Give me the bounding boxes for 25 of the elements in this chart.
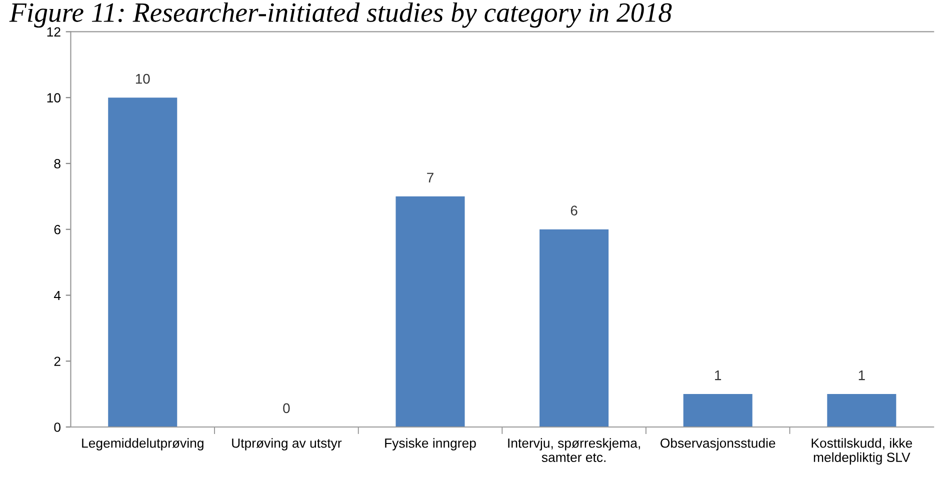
data-label: 7 xyxy=(427,172,434,182)
bar xyxy=(540,229,609,427)
x-tick-label: Fysiske inngrep xyxy=(385,438,476,450)
data-label: 0 xyxy=(283,403,290,414)
data-label: 6 xyxy=(570,206,578,216)
y-tick-label: 4 xyxy=(54,290,61,300)
x-tick-label: Legemiddelutprøving xyxy=(82,438,204,450)
x-tick-label: Kosttilskudd, ikke meldepliktig SLV xyxy=(812,438,912,465)
x-tick-label: Intervju, spørreskjema, samter etc. xyxy=(508,438,640,462)
y-tick-label: 6 xyxy=(54,224,60,234)
bar xyxy=(827,394,896,427)
y-tick-label: 0 xyxy=(54,422,60,432)
data-label: 1 xyxy=(715,370,722,380)
bar xyxy=(108,98,178,427)
bar xyxy=(683,394,752,427)
data-label: 10 xyxy=(136,74,150,84)
bar xyxy=(396,196,465,427)
y-tick-label: 8 xyxy=(54,159,60,168)
y-tick-label: 10 xyxy=(47,93,60,103)
x-tick-label: Utprøving av utstyr xyxy=(232,438,342,450)
data-label: 1 xyxy=(858,370,865,380)
y-tick-label: 2 xyxy=(54,356,60,366)
chart-title: Figure 11: Researcher-initiated studies by category in 2018 xyxy=(9,2,672,28)
y-tick-label: 12 xyxy=(47,27,60,36)
x-tick-label: Observasjonsstudie xyxy=(660,438,776,450)
